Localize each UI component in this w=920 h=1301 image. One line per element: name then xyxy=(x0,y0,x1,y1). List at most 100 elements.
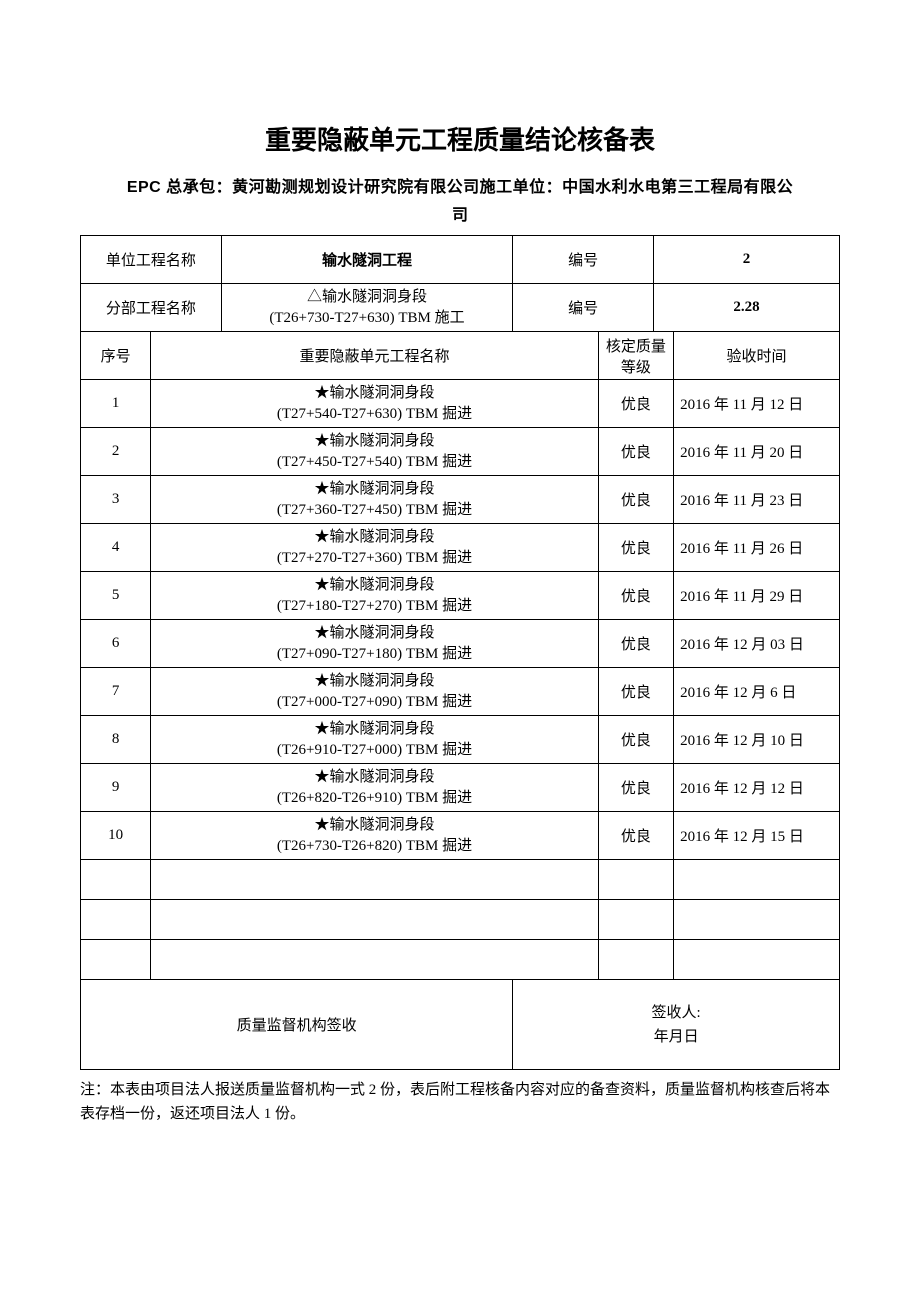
table-row: 7 ★输水隧洞洞身段 (T27+000-T27+090) TBM 掘进 优良2016 … xyxy=(81,668,840,716)
cell-name-l1: ★输水隧洞洞身段 xyxy=(315,721,435,737)
cell-name-l2: (T27+450-T27+540) TBM 掘进 xyxy=(277,454,472,470)
cell-name: ★输水隧洞洞身段 (T27+090-T27+180) TBM 掘进 xyxy=(151,620,598,668)
table-row: 9 ★输水隧洞洞身段 (T26+820-T26+910) TBM 掘进 优良2016 … xyxy=(81,764,840,812)
cell-grade: 优良 xyxy=(598,380,673,428)
cell-name-l1: ★输水隧洞洞身段 xyxy=(315,673,435,689)
cell-name-l2: (T27+090-T27+180) TBM 掘进 xyxy=(277,646,472,662)
empty-row xyxy=(81,900,840,940)
cell-date: 2016 年 12 月 12 日 xyxy=(674,764,840,812)
cell-name-l2: (T27+540-T27+630) TBM 掘进 xyxy=(277,406,472,422)
cell-date: 2016 年 12 月 6 日 xyxy=(674,668,840,716)
col-date: 验收时间 xyxy=(674,332,840,380)
cell-seq: 9 xyxy=(81,764,151,812)
footnote: 注：本表由项目法人报送质量监督机构一式 2 份，表后附工程核备内容对应的备查资料… xyxy=(80,1078,840,1126)
table-row: 10 ★输水隧洞洞身段 (T26+730-T26+820) TBM 掘进 优良2016… xyxy=(81,812,840,860)
cell-date: 2016 年 11 月 20 日 xyxy=(674,428,840,476)
cell-grade: 优良 xyxy=(598,764,673,812)
cell-name-l1: ★输水隧洞洞身段 xyxy=(315,385,435,401)
cell-grade: 优良 xyxy=(598,716,673,764)
cell-grade: 优良 xyxy=(598,428,673,476)
cell-grade: 优良 xyxy=(598,524,673,572)
sub-project-value-l2: (T26+730-T27+630) TBM 施工 xyxy=(269,310,464,326)
empty-row xyxy=(81,940,840,980)
cell-date: 2016 年 11 月 23 日 xyxy=(674,476,840,524)
cell-seq: 1 xyxy=(81,380,151,428)
cell-grade: 优良 xyxy=(598,668,673,716)
unit-project-label: 单位工程名称 xyxy=(81,236,222,284)
cell-grade: 优良 xyxy=(598,572,673,620)
unit-num-label: 编号 xyxy=(513,236,654,284)
cell-name-l2: (T26+910-T27+000) TBM 掘进 xyxy=(277,742,472,758)
cell-name-l2: (T26+820-T26+910) TBM 掘进 xyxy=(277,790,472,806)
cell-name-l2: (T27+180-T27+270) TBM 掘进 xyxy=(277,598,472,614)
page-title: 重要隐蔽单元工程质量结论核备表 xyxy=(80,120,840,157)
sub-project-label: 分部工程名称 xyxy=(81,284,222,332)
cell-name-l1: ★输水隧洞洞身段 xyxy=(315,577,435,593)
cell-date: 2016 年 11 月 26 日 xyxy=(674,524,840,572)
table-row: 3 ★输水隧洞洞身段 (T27+360-T27+450) TBM 掘进 优良2016 … xyxy=(81,476,840,524)
cell-name: ★输水隧洞洞身段 (T26+730-T26+820) TBM 掘进 xyxy=(151,812,598,860)
cell-name: ★输水隧洞洞身段 (T27+270-T27+360) TBM 掘进 xyxy=(151,524,598,572)
cell-name-l1: ★输水隧洞洞身段 xyxy=(315,529,435,545)
col-seq: 序号 xyxy=(81,332,151,380)
sign-right: 签收人: 年月日 xyxy=(513,980,840,1070)
table-row: 2 ★输水隧洞洞身段 (T27+450-T27+540) TBM 掘进 优良2016 … xyxy=(81,428,840,476)
sign-row: 质量监督机构签收 签收人: 年月日 xyxy=(81,980,840,1070)
cell-name-l2: (T27+000-T27+090) TBM 掘进 xyxy=(277,694,472,710)
sub-project-row: 分部工程名称 △输水隧洞洞身段 (T26+730-T27+630) TBM 施工… xyxy=(81,284,840,332)
epc-line: EPC 总承包：黄河勘测规划设计研究院有限公司施工单位：中国水利水电第三工程局有… xyxy=(80,173,840,197)
cell-seq: 8 xyxy=(81,716,151,764)
table-row: 4 ★输水隧洞洞身段 (T27+270-T27+360) TBM 掘进 优良2016 … xyxy=(81,524,840,572)
cell-seq: 10 xyxy=(81,812,151,860)
cell-grade: 优良 xyxy=(598,812,673,860)
sub-num-value: 2.28 xyxy=(653,284,839,332)
cell-seq: 5 xyxy=(81,572,151,620)
sub-num-label: 编号 xyxy=(513,284,654,332)
epc-line-2: 司 xyxy=(80,201,840,225)
sub-project-value: △输水隧洞洞身段 (T26+730-T27+630) TBM 施工 xyxy=(221,284,513,332)
cell-name-l1: ★输水隧洞洞身段 xyxy=(315,433,435,449)
cell-name-l2: (T27+360-T27+450) TBM 掘进 xyxy=(277,502,472,518)
cell-name-l1: ★输水隧洞洞身段 xyxy=(315,625,435,641)
cell-name: ★输水隧洞洞身段 (T26+820-T26+910) TBM 掘进 xyxy=(151,764,598,812)
cell-seq: 4 xyxy=(81,524,151,572)
col-name: 重要隐蔽单元工程名称 xyxy=(151,332,598,380)
cell-seq: 7 xyxy=(81,668,151,716)
col-grade: 核定质量等级 xyxy=(598,332,673,380)
table-row: 8 ★输水隧洞洞身段 (T26+910-T27+000) TBM 掘进 优良2016 … xyxy=(81,716,840,764)
cell-seq: 3 xyxy=(81,476,151,524)
unit-num-value: 2 xyxy=(653,236,839,284)
unit-project-row: 单位工程名称 输水隧洞工程 编号 2 xyxy=(81,236,840,284)
sign-right-l2: 年月日 xyxy=(654,1029,699,1045)
sign-right-l1: 签收人: xyxy=(652,1005,701,1021)
cell-name: ★输水隧洞洞身段 (T27+180-T27+270) TBM 掘进 xyxy=(151,572,598,620)
empty-row xyxy=(81,860,840,900)
unit-project-value: 输水隧洞工程 xyxy=(221,236,513,284)
sign-left: 质量监督机构签收 xyxy=(81,980,513,1070)
cell-seq: 2 xyxy=(81,428,151,476)
cell-date: 2016 年 12 月 10 日 xyxy=(674,716,840,764)
cell-date: 2016 年 12 月 15 日 xyxy=(674,812,840,860)
cell-grade: 优良 xyxy=(598,476,673,524)
cell-grade: 优良 xyxy=(598,620,673,668)
cell-date: 2016 年 12 月 03 日 xyxy=(674,620,840,668)
cell-seq: 6 xyxy=(81,620,151,668)
cell-date: 2016 年 11 月 29 日 xyxy=(674,572,840,620)
cell-name: ★输水隧洞洞身段 (T27+450-T27+540) TBM 掘进 xyxy=(151,428,598,476)
cell-name: ★输水隧洞洞身段 (T27+000-T27+090) TBM 掘进 xyxy=(151,668,598,716)
sub-project-value-l1: △输水隧洞洞身段 xyxy=(307,289,427,305)
table-row: 5 ★输水隧洞洞身段 (T27+180-T27+270) TBM 掘进 优良2016 … xyxy=(81,572,840,620)
cell-name: ★输水隧洞洞身段 (T27+360-T27+450) TBM 掘进 xyxy=(151,476,598,524)
cell-name-l1: ★输水隧洞洞身段 xyxy=(315,817,435,833)
cell-name: ★输水隧洞洞身段 (T27+540-T27+630) TBM 掘进 xyxy=(151,380,598,428)
cell-name-l1: ★输水隧洞洞身段 xyxy=(315,769,435,785)
cell-date: 2016 年 11 月 12 日 xyxy=(674,380,840,428)
cell-name-l2: (T26+730-T26+820) TBM 掘进 xyxy=(277,838,472,854)
cell-name: ★输水隧洞洞身段 (T26+910-T27+000) TBM 掘进 xyxy=(151,716,598,764)
cell-name-l1: ★输水隧洞洞身段 xyxy=(315,481,435,497)
table-row: 6 ★输水隧洞洞身段 (T27+090-T27+180) TBM 掘进 优良2016 … xyxy=(81,620,840,668)
table-row: 1 ★输水隧洞洞身段 (T27+540-T27+630) TBM 掘进 优良2016 … xyxy=(81,380,840,428)
cell-name-l2: (T27+270-T27+360) TBM 掘进 xyxy=(277,550,472,566)
column-header-row: 序号 重要隐蔽单元工程名称 核定质量等级 验收时间 xyxy=(81,332,840,380)
main-table: 单位工程名称 输水隧洞工程 编号 2 分部工程名称 △输水隧洞洞身段 (T26+… xyxy=(80,235,840,1070)
